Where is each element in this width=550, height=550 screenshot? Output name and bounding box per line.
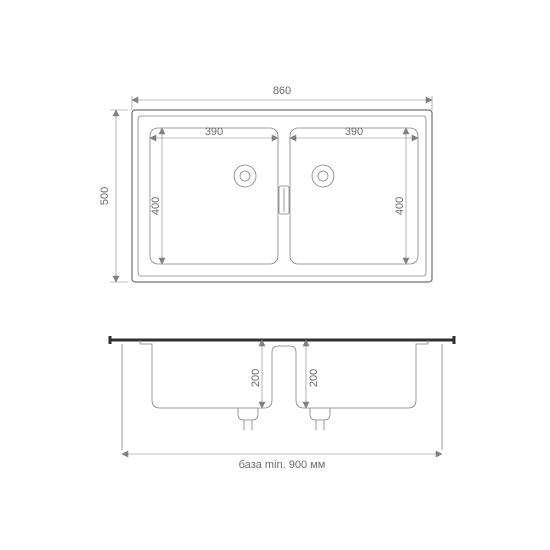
dim-bowl-width-right-label: 390 xyxy=(345,126,363,138)
dim-bowl-height-left-label: 400 xyxy=(150,197,162,215)
section-drain-right xyxy=(310,408,330,430)
sink-outer xyxy=(132,110,432,282)
section-drain-left xyxy=(238,408,258,430)
dim-bowl-width-left-label: 390 xyxy=(205,126,223,138)
sink-profile xyxy=(140,340,428,408)
dim-depth-left: 200 xyxy=(250,340,265,408)
dim-bowl-height-left: 400 xyxy=(150,128,165,264)
dim-base-width-label: база min. 900 мм xyxy=(239,459,326,471)
bowl-right xyxy=(290,128,418,264)
dim-bowl-height-right: 400 xyxy=(394,128,409,264)
dim-overall-width: 860 xyxy=(132,85,432,110)
dim-depth-right-label: 200 xyxy=(308,369,320,387)
dim-overall-width-label: 860 xyxy=(273,85,291,97)
top-view: 860 500 xyxy=(99,85,432,282)
section-view: 200 200 база min. 900 мм xyxy=(110,336,454,471)
dim-overall-height-label: 500 xyxy=(99,187,111,205)
dim-base-width: база min. 900 мм xyxy=(122,451,442,471)
sink-technical-drawing: 860 500 xyxy=(0,0,550,550)
sink-rim xyxy=(138,116,426,276)
dim-depth-right: 200 xyxy=(303,340,320,408)
drain-right xyxy=(312,165,334,187)
dim-depth-left-label: 200 xyxy=(250,369,262,387)
dim-bowl-height-right-label: 400 xyxy=(394,197,406,215)
drain-left xyxy=(234,165,256,187)
bowl-left xyxy=(150,128,278,264)
dim-overall-height: 500 xyxy=(99,110,128,282)
